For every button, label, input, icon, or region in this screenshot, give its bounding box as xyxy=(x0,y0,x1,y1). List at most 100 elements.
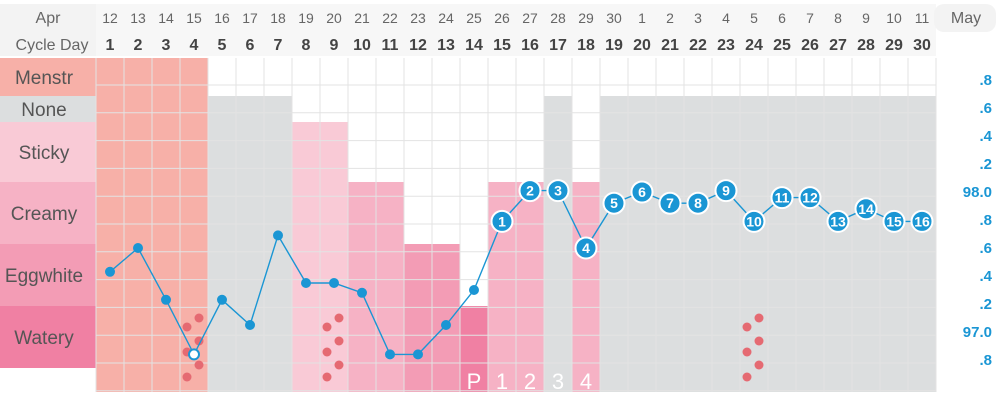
temperature-tick: .6 xyxy=(979,100,992,117)
date-label: 19 xyxy=(298,10,314,26)
fluid-cell xyxy=(684,96,712,392)
fluid-cell xyxy=(432,244,460,392)
temperature-tick: .8 xyxy=(979,212,992,229)
gridlines xyxy=(95,58,937,392)
date-label: 30 xyxy=(606,10,622,26)
date-label: 5 xyxy=(750,10,758,26)
temperature-badge-label: 14 xyxy=(858,201,874,217)
temperature-badge-label: 9 xyxy=(722,183,730,199)
cycle-day-number: 6 xyxy=(246,37,255,54)
cycle-day-number: 30 xyxy=(913,37,931,54)
fluid-cell xyxy=(824,96,852,392)
peak-label: 1 xyxy=(496,369,508,394)
date-label: 20 xyxy=(326,10,342,26)
temperature-tick: .8 xyxy=(979,352,992,369)
cycle-day-number: 19 xyxy=(605,37,623,54)
temperature-badge xyxy=(574,236,598,260)
temperature-point xyxy=(161,294,171,305)
spotting-dot xyxy=(754,313,764,323)
cycle-day-label: Cycle Day xyxy=(16,37,89,54)
fluid-cell xyxy=(264,96,292,392)
fluid-cell xyxy=(152,58,180,392)
temperature-badge xyxy=(490,209,514,233)
month-end-label: May xyxy=(951,10,981,27)
date-label: 4 xyxy=(722,10,730,26)
temperature-point xyxy=(413,349,423,360)
spotting-dot xyxy=(742,372,752,382)
fluid-cell xyxy=(348,182,376,392)
date-label: 22 xyxy=(382,10,398,26)
header-left-bg xyxy=(0,4,96,56)
peak-label: 2 xyxy=(524,369,536,394)
date-label: 9 xyxy=(862,10,870,26)
temperature-badge xyxy=(742,209,766,233)
spotting-dot xyxy=(334,313,344,323)
fluid-cell xyxy=(96,58,124,392)
fluid-cell xyxy=(544,96,572,392)
cycle-day-number: 22 xyxy=(689,37,707,54)
temperature-tick: .2 xyxy=(979,296,992,313)
fluid-cell xyxy=(320,122,348,392)
spotting-dot xyxy=(754,360,764,370)
cycle-day-number: 27 xyxy=(829,37,847,54)
fluid-cell xyxy=(460,306,488,392)
header-days-bg xyxy=(96,4,936,56)
temperature-badge-label: 11 xyxy=(775,190,790,206)
temperature-point xyxy=(357,287,367,298)
temperature-badge xyxy=(882,209,906,233)
fluid-cell xyxy=(516,182,544,392)
temperature-tick: 97.0 xyxy=(963,324,992,341)
temperature-tick: .4 xyxy=(979,268,992,285)
cycle-day-number: 21 xyxy=(661,37,679,54)
peak-label: 4 xyxy=(580,369,592,394)
temperature-badge-label: 8 xyxy=(694,195,702,211)
cycle-day-number: 15 xyxy=(493,37,511,54)
category-labels: Menstr None Sticky Creamy Eggwhite Watery xyxy=(5,68,83,349)
date-label: 14 xyxy=(158,10,174,26)
fluid-cell xyxy=(796,96,824,392)
cycle-day-number: 29 xyxy=(885,37,903,54)
cycle-day-number: 24 xyxy=(745,37,763,54)
spotting-dots xyxy=(182,313,764,382)
temperature-point xyxy=(441,320,451,330)
date-label: 15 xyxy=(186,10,202,26)
cycle-day-number: 4 xyxy=(190,37,199,54)
fluid-cell xyxy=(236,96,264,392)
temperature-badge-label: 5 xyxy=(610,195,618,211)
cycle-day-number: 18 xyxy=(577,37,595,54)
date-label: 27 xyxy=(522,10,538,26)
fluid-cell xyxy=(124,58,152,392)
temperature-point xyxy=(245,320,255,330)
fluid-cell xyxy=(572,182,600,392)
fluid-cell xyxy=(600,96,628,392)
fluid-cell xyxy=(376,182,404,392)
cycle-day-number: 3 xyxy=(162,37,171,54)
cycle-day-number: 26 xyxy=(801,37,819,54)
date-label: 2 xyxy=(666,10,674,26)
category-label-watery: Watery xyxy=(14,328,74,349)
month-start-label: Apr xyxy=(36,10,62,27)
cycle-day-number: 17 xyxy=(549,37,567,54)
temperature-badge xyxy=(714,179,738,203)
category-band-eggwhite xyxy=(0,244,96,306)
category-label-eggwhite: Eggwhite xyxy=(5,266,83,287)
temperature-tick: .2 xyxy=(979,156,992,173)
temperature-point xyxy=(133,243,143,253)
date-label: 26 xyxy=(494,10,510,26)
category-label-none: None xyxy=(21,100,66,121)
spotting-dot xyxy=(322,347,332,357)
temperature-badge-label: 15 xyxy=(886,213,902,229)
spotting-dot xyxy=(194,360,204,370)
temperature-point xyxy=(385,349,395,360)
date-label: 29 xyxy=(578,10,594,26)
category-band-sticky xyxy=(0,122,96,182)
cycle-day-number: 25 xyxy=(773,37,791,54)
category-label-menstr: Menstr xyxy=(15,68,74,89)
temperature-badge-label: 3 xyxy=(554,183,562,199)
cycle-day-number: 8 xyxy=(302,37,311,54)
date-label: 28 xyxy=(550,10,566,26)
category-band-none xyxy=(0,96,96,122)
